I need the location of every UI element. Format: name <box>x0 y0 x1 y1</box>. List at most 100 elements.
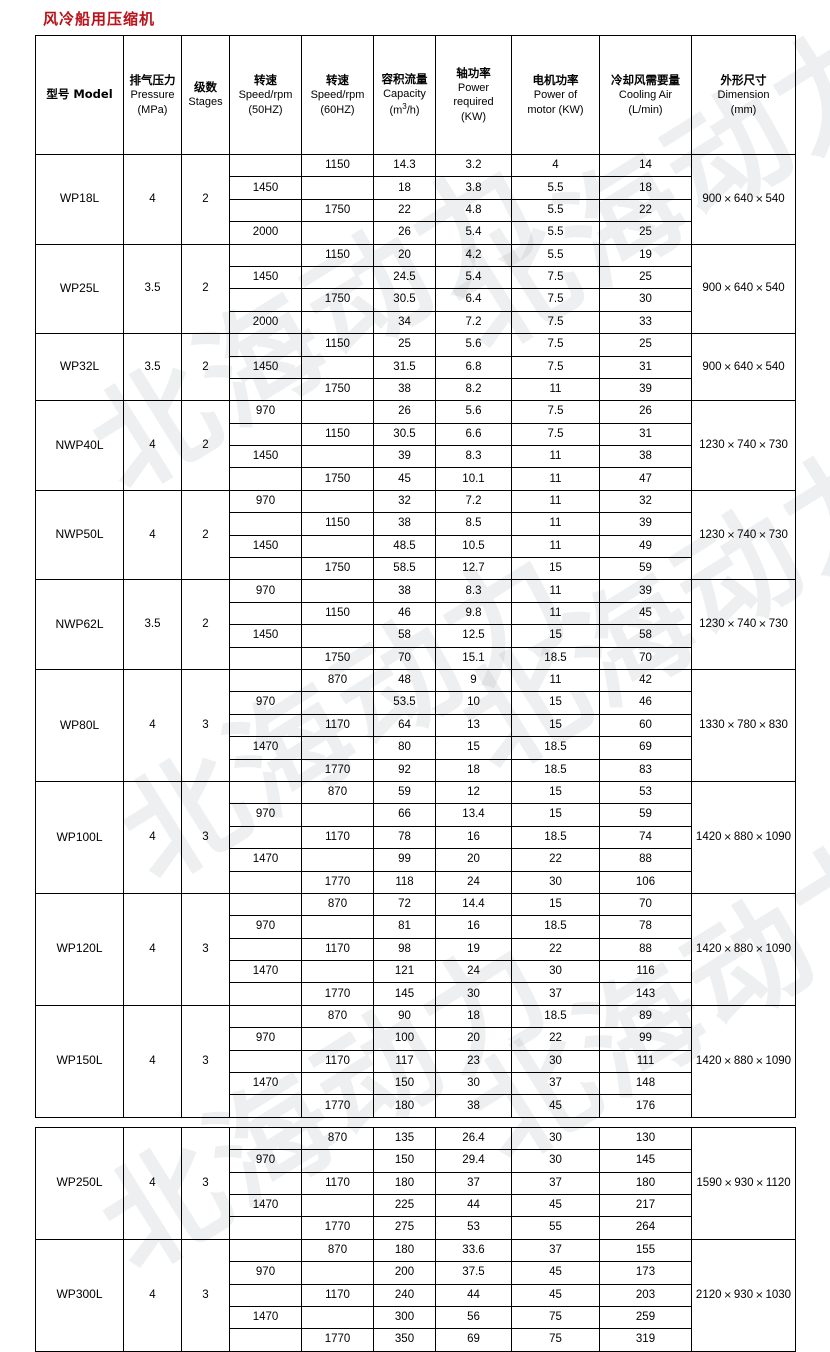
cell-cooling-air: 145 <box>599 1149 692 1173</box>
cell-speed-60hz: 1170 <box>301 1283 374 1307</box>
cell-cooling-air: 59 <box>599 557 692 581</box>
cell-speed-50hz: 1470 <box>229 1193 302 1218</box>
cell-capacity: 25 <box>373 333 436 357</box>
cell-cooling-air: 259 <box>599 1305 692 1330</box>
cell-power-required: 6.4 <box>435 288 512 312</box>
cell-motor-power: 22 <box>511 1027 600 1051</box>
table-row: 1770 118 24 30 106 <box>36 870 796 894</box>
cell-motor-power: 30 <box>511 1049 600 1074</box>
cell-motor-power: 7.5 <box>511 333 600 357</box>
cell-speed-50hz <box>229 713 302 738</box>
cell-dimension: 1420 × 880 × 1090 <box>691 892 796 1006</box>
cell-power-required: 33.6 <box>435 1238 512 1263</box>
cell-cooling-air: 70 <box>599 892 692 917</box>
cell-speed-60hz <box>301 579 374 603</box>
cell-pressure: 4 <box>123 400 182 491</box>
page-title: 风冷船用压缩机 <box>43 10 156 28</box>
table-row: 1450 24.5 5.4 7.5 25 <box>36 265 796 290</box>
cell-stages: 2 <box>181 333 230 402</box>
cell-motor-power: 11 <box>511 601 600 626</box>
table-row: 1150 46 9.8 11 45 <box>36 601 796 626</box>
cell-power-required: 37 <box>435 1171 512 1195</box>
cell-capacity: 99 <box>373 848 436 872</box>
cell-speed-60hz: 870 <box>301 1238 374 1263</box>
cell-speed-60hz: 1770 <box>301 870 374 894</box>
table-row: WP32L 3.5 2 1150 25 5.6 7.5 25 900 × 640 × 540 <box>35 333 796 402</box>
cell-cooling-air: 53 <box>599 780 692 805</box>
table-row: 1770 180 38 45 176 <box>36 1094 796 1118</box>
cell-pressure: 4 <box>123 489 182 581</box>
cell-capacity: 30.5 <box>373 422 436 447</box>
column-header-stage: 级数 Stages <box>181 35 230 155</box>
cell-capacity: 14.3 <box>373 153 436 178</box>
cell-capacity: 180 <box>373 1238 436 1263</box>
column-header-air: 冷却风需要量 Cooling Air (L/min) <box>599 35 692 155</box>
cell-cooling-air: 106 <box>599 870 692 894</box>
cell-power-required: 38 <box>435 1094 512 1118</box>
cell-cooling-air: 26 <box>599 400 692 424</box>
cell-speed-60hz: 1750 <box>301 198 374 223</box>
cell-cooling-air: 31 <box>599 422 692 447</box>
cell-cooling-air: 203 <box>599 1283 692 1307</box>
cell-speed-50hz: 1470 <box>229 960 302 984</box>
cell-pressure: 3.5 <box>123 579 182 670</box>
cell-speed-60hz <box>301 400 374 424</box>
cell-pressure: 4 <box>123 668 182 782</box>
cell-motor-power: 15 <box>511 780 600 805</box>
cell-speed-60hz: 1750 <box>301 377 374 402</box>
cell-speed-60hz: 1150 <box>301 153 374 178</box>
cell-dimension: 900 × 640 × 540 <box>691 333 796 402</box>
cell-capacity: 350 <box>373 1328 436 1352</box>
cell-speed-60hz <box>301 736 374 760</box>
cell-pressure: 4 <box>123 1004 182 1118</box>
cell-speed-60hz <box>301 1149 374 1173</box>
cell-cooling-air: 25 <box>599 221 692 245</box>
cell-stages: 3 <box>181 892 230 1006</box>
cell-capacity: 39 <box>373 445 436 469</box>
cell-cooling-air: 60 <box>599 713 692 738</box>
cell-capacity: 53.5 <box>373 691 436 715</box>
cell-power-required: 37.5 <box>435 1261 512 1285</box>
cell-cooling-air: 89 <box>599 1004 692 1029</box>
cell-speed-60hz: 1770 <box>301 1216 374 1240</box>
cell-speed-50hz <box>229 557 302 581</box>
table-row: 2000 34 7.2 7.5 33 <box>36 310 796 335</box>
table-row: WP250L 4 3 870 135 26.4 30 130 1590 × 930 × 1120 <box>35 1126 796 1240</box>
table-row: 1770 275 53 55 264 <box>36 1216 796 1240</box>
cell-model: WP300L <box>35 1238 124 1352</box>
cell-motor-power: 15 <box>511 803 600 827</box>
cell-speed-60hz: 870 <box>301 892 374 917</box>
cell-speed-50hz: 1470 <box>229 848 302 872</box>
cell-motor-power: 18.5 <box>511 758 600 782</box>
cell-motor-power: 22 <box>511 937 600 962</box>
cell-cooling-air: 180 <box>599 1171 692 1195</box>
table-row: 1450 18 3.8 5.5 18 <box>36 176 796 200</box>
spec-table-part-2: WP250L 4 3 870 135 26.4 30 130 1590 × 930 × 1120 970… <box>35 1126 796 1352</box>
cell-stages: 2 <box>181 579 230 670</box>
cell-capacity: 145 <box>373 982 436 1006</box>
cell-speed-50hz <box>229 870 302 894</box>
cell-cooling-air: 148 <box>599 1072 692 1096</box>
cell-speed-50hz <box>229 288 302 312</box>
cell-speed-60hz: 1770 <box>301 1328 374 1352</box>
cell-capacity: 46 <box>373 601 436 626</box>
cell-speed-60hz: 870 <box>301 1004 374 1029</box>
cell-motor-power: 11 <box>511 489 600 514</box>
cell-cooling-air: 38 <box>599 445 692 469</box>
table-row: 1750 22 4.8 5.5 22 <box>36 198 796 223</box>
cell-speed-50hz <box>229 668 302 693</box>
cell-speed-50hz: 1470 <box>229 1072 302 1096</box>
cell-power-required: 12.7 <box>435 557 512 581</box>
cell-motor-power: 11 <box>511 579 600 603</box>
cell-power-required: 8.2 <box>435 377 512 402</box>
cell-power-required: 10 <box>435 691 512 715</box>
cell-speed-50hz: 1450 <box>229 355 302 379</box>
table-row: WP300L 4 3 870 180 33.6 37 155 2120 × 930 × 1030 <box>35 1238 796 1352</box>
cell-cooling-air: 143 <box>599 982 692 1006</box>
table-row: 1170 98 19 22 88 <box>36 937 796 962</box>
column-header-dim: 外形尺寸 Dimension (mm) <box>691 35 796 155</box>
cell-motor-power: 11 <box>511 445 600 469</box>
cell-power-required: 23 <box>435 1049 512 1074</box>
cell-speed-50hz <box>229 377 302 402</box>
cell-motor-power: 37 <box>511 982 600 1006</box>
